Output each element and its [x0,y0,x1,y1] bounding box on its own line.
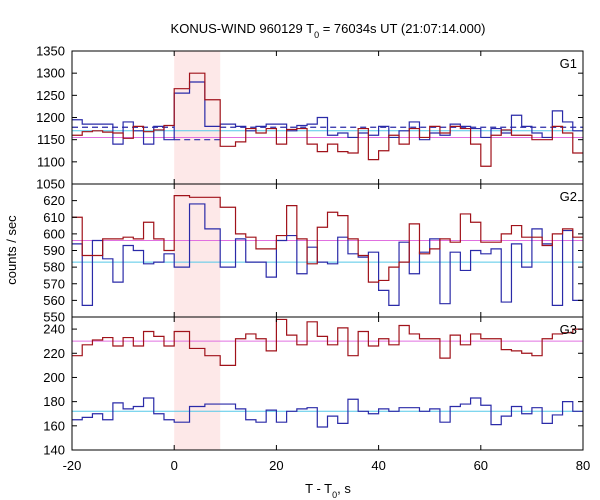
y-tick-label: 1100 [37,154,65,169]
y-tick-label: 180 [43,394,65,409]
y-axis-label: counts / sec [4,215,19,285]
panel-g1: 1050 1100 1150 1200 1250 1300 1350 G1 [36,44,584,192]
g3-red-series [72,318,583,366]
y-tick-label: 1250 [36,88,65,103]
x-tick-label: 0 [171,458,178,473]
g1-red-series [72,72,583,167]
y-tick-label: 200 [43,370,65,385]
y-tick-label: 600 [43,226,65,241]
y-tick-label: 550 [43,310,65,325]
panel-label: G3 [560,322,577,337]
y-tick-label: 240 [43,322,65,337]
panel-frame [71,316,584,451]
x-axis: -20 0 20 40 60 80 [63,458,591,473]
y-tick-label: 1200 [36,110,65,125]
y-tick-label: 1300 [36,66,65,81]
y-tick-label: 1050 [36,177,65,192]
y-tick-label: 1150 [37,132,65,147]
x-tick-label: 60 [474,458,488,473]
y-tick-label: 140 [43,443,65,458]
x-tick-label: 40 [371,458,385,473]
panel-label: G2 [560,189,577,204]
g1-blue-series [72,81,583,145]
chart-title: KONUS-WIND 960129 T0 = 76034s UT (21:07:… [171,21,486,40]
y-tick-label: 1350 [36,44,65,59]
panel-label: G1 [560,56,577,71]
x-tick-label: 20 [269,458,283,473]
y-tick-label: 620 [43,193,65,208]
y-tick-label: 570 [43,276,65,291]
g3-blue-series [72,397,583,428]
x-tick-label: 80 [576,458,590,473]
y-tick-label: 610 [43,210,65,225]
y-tick-label: 160 [43,418,65,433]
x-tick-label: -20 [63,458,82,473]
y-tick-label: 580 [43,260,65,275]
panel-g3: 140 160 180 200 220 240 G3 [43,316,584,458]
y-tick-label: 560 [43,293,65,308]
burst-interval-highlight [174,51,221,450]
g2-blue-series [72,203,583,306]
y-tick-label: 590 [43,243,65,258]
x-axis-label: T - T0, s [305,481,351,500]
y-tick-label: 220 [43,346,65,361]
g2-red-series [72,195,583,283]
panel-frame [71,183,584,318]
